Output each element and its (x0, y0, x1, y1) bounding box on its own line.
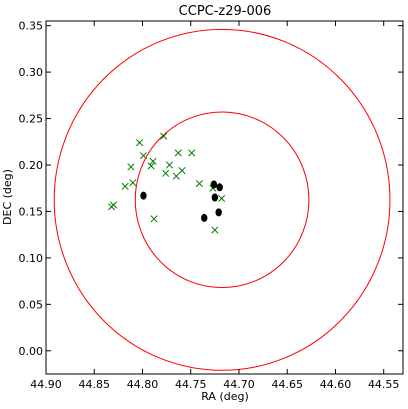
x-tick-label: 44.70 (223, 378, 255, 391)
cross-marker (109, 201, 118, 209)
cross-marker (149, 157, 157, 165)
y-tick-label: 0.35 (19, 20, 44, 33)
cross-marker (211, 226, 219, 234)
cross-stroke (211, 226, 219, 234)
cross-marker (150, 215, 158, 223)
radius-circle-1 (134, 111, 310, 289)
radius-circle-2 (53, 28, 391, 371)
cross-marker (139, 152, 148, 160)
y-tick-label: 0.00 (19, 345, 44, 358)
cross-stroke (188, 149, 196, 157)
plot-frame (45, 20, 404, 375)
x-axis: 44.90 44.85 44.80 44.75 44.70 44.65 44.60 44.55 (30, 21, 399, 391)
cross-stroke (165, 161, 174, 169)
x-axis-label: RA (deg) (201, 390, 249, 403)
y-tick-label: 0.30 (19, 66, 44, 79)
x-tick-label: 44.85 (78, 378, 110, 391)
cross-stroke (136, 139, 144, 147)
cross-marker (127, 163, 135, 171)
cross-marker (218, 194, 226, 202)
cross-stroke (127, 163, 135, 171)
radius-circles (53, 28, 391, 371)
cross-marker (160, 132, 168, 140)
cross-marker (147, 162, 155, 170)
dot-marker (216, 183, 223, 192)
cross-marker (129, 179, 137, 187)
cross-marker (162, 169, 170, 177)
y-axis: 0.00 0.05 0.10 0.15 0.20 0.25 0.30 0.35 (19, 20, 403, 358)
y-tick-label: 0.05 (19, 298, 44, 311)
cross-marker (174, 149, 182, 157)
dot-marker (140, 191, 147, 200)
cross-stroke (139, 152, 148, 160)
x-tick-label: 44.80 (127, 378, 159, 391)
cross-stroke (162, 169, 170, 177)
cross-marker (178, 167, 186, 175)
chart-title: CCPC-z29-006 (179, 4, 272, 19)
cross-stroke (174, 149, 182, 157)
y-axis-label: DEC (deg) (1, 169, 14, 225)
data-points (108, 132, 226, 234)
cross-stroke (109, 201, 118, 209)
cross-stroke (150, 215, 158, 223)
y-tick-label: 0.15 (19, 205, 44, 218)
dot-marker (211, 193, 219, 202)
cross-marker (188, 149, 196, 157)
y-tick-label: 0.10 (19, 252, 44, 265)
cross-stroke (121, 182, 129, 190)
y-tick-label: 0.25 (19, 113, 44, 126)
cross-stroke (178, 167, 186, 175)
cross-stroke (172, 172, 180, 180)
x-tick-label: 44.75 (175, 378, 207, 391)
cross-stroke (147, 162, 155, 170)
cross-marker (121, 182, 129, 190)
x-tick-label: 44.65 (271, 378, 303, 391)
cross-marker (195, 180, 203, 188)
x-tick-label: 44.90 (30, 378, 62, 391)
y-tick-label: 0.20 (19, 159, 44, 172)
x-tick-label: 44.55 (368, 378, 400, 391)
cross-stroke (129, 179, 137, 187)
x-tick-label: 44.60 (320, 378, 352, 391)
dot-marker (210, 180, 218, 189)
cross-stroke (195, 180, 203, 188)
cross-stroke (218, 194, 226, 202)
cross-marker (172, 172, 180, 180)
cross-stroke (149, 157, 157, 165)
cross-stroke (160, 132, 168, 140)
cross-marker (136, 139, 144, 147)
dot-marker (215, 208, 222, 217)
cross-marker (165, 161, 174, 169)
dot-marker (201, 213, 208, 222)
